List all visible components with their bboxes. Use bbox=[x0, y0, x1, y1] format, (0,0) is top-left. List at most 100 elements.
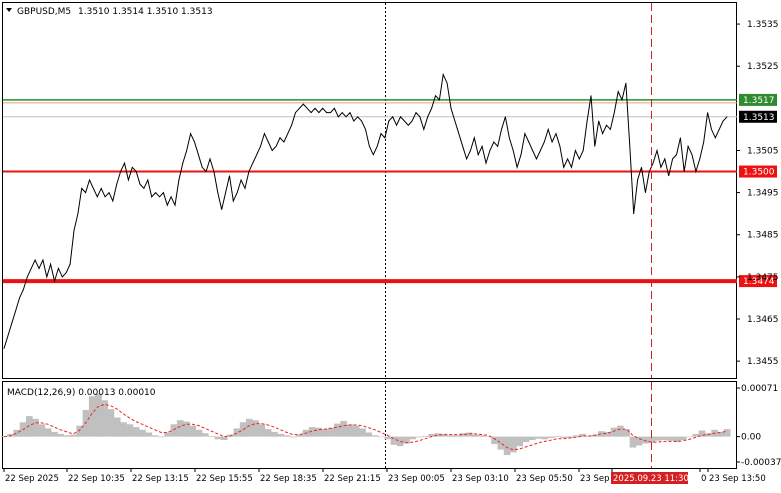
macd-bar bbox=[648, 436, 655, 443]
macd-bar bbox=[139, 429, 146, 437]
price-point bbox=[380, 133, 382, 135]
collapse-triangle-icon[interactable] bbox=[6, 8, 12, 12]
price-point bbox=[431, 107, 432, 109]
macd-bar bbox=[76, 425, 83, 437]
price-point bbox=[299, 107, 300, 109]
price-point bbox=[232, 200, 234, 202]
price-point bbox=[578, 158, 580, 160]
macd-bar bbox=[434, 433, 442, 437]
macd-bar bbox=[491, 436, 498, 445]
price-point bbox=[419, 116, 421, 118]
macd-bar bbox=[321, 429, 329, 437]
price-point bbox=[54, 280, 55, 282]
macd-bar bbox=[283, 435, 291, 437]
macd-bar bbox=[334, 423, 341, 437]
price-point bbox=[3, 348, 5, 349]
price-point bbox=[369, 145, 370, 147]
price-point bbox=[489, 150, 491, 151]
macd-bar bbox=[673, 436, 681, 443]
price-point bbox=[497, 145, 499, 147]
price-point bbox=[699, 158, 701, 160]
price-point bbox=[11, 322, 13, 324]
price-point bbox=[139, 183, 141, 185]
macd-bar bbox=[246, 418, 253, 437]
price-point bbox=[345, 116, 347, 118]
macd-bar bbox=[692, 433, 699, 437]
price-point bbox=[691, 154, 693, 156]
macd-bar bbox=[547, 436, 555, 438]
price-point bbox=[205, 171, 207, 172]
price-point bbox=[676, 154, 677, 156]
price-point bbox=[637, 179, 638, 181]
price-point bbox=[411, 120, 413, 122]
price-point bbox=[505, 116, 506, 118]
price-point bbox=[244, 188, 246, 189]
y-tick-label: 1.3485 bbox=[747, 231, 779, 241]
macd-bar bbox=[485, 436, 492, 438]
price-pane-frame bbox=[2, 2, 737, 379]
price-point bbox=[7, 335, 9, 337]
x-tick-label: 0 bbox=[701, 474, 706, 484]
price-point bbox=[182, 162, 184, 164]
price-point bbox=[427, 116, 429, 118]
price-point bbox=[695, 171, 697, 172]
macd-bar bbox=[679, 436, 687, 440]
x-tick-label: 22 Sep 10:35 bbox=[68, 474, 125, 484]
price-point bbox=[151, 196, 153, 198]
price-point bbox=[610, 129, 611, 130]
price-point bbox=[131, 166, 133, 168]
macd-bar bbox=[264, 429, 272, 437]
price-point bbox=[225, 192, 227, 194]
macd-y-tick-label: 0.00 bbox=[741, 433, 761, 443]
macd-bar bbox=[396, 436, 404, 447]
price-point bbox=[112, 200, 114, 202]
macd-bar bbox=[698, 430, 706, 437]
price-point bbox=[275, 145, 277, 147]
macd-bar bbox=[453, 435, 461, 437]
x-tick-label: 23 Sep 13:50 bbox=[709, 474, 766, 484]
macd-bar bbox=[359, 428, 366, 437]
price-point bbox=[77, 213, 79, 215]
price-point bbox=[283, 141, 285, 143]
macd-bar bbox=[579, 433, 586, 437]
price-point bbox=[322, 107, 324, 109]
price-point bbox=[295, 112, 296, 113]
price-point bbox=[606, 124, 607, 126]
price-point bbox=[458, 133, 460, 135]
price-point bbox=[707, 112, 708, 113]
price-point bbox=[559, 145, 561, 147]
price-point bbox=[714, 137, 716, 139]
last-price-label: 1.3513 bbox=[743, 113, 775, 123]
macd-bar bbox=[195, 429, 203, 437]
y-tick-label: 1.3495 bbox=[747, 189, 779, 199]
price-point bbox=[318, 112, 320, 113]
price-point bbox=[116, 183, 118, 185]
macd-bar bbox=[346, 424, 354, 437]
price-point bbox=[384, 137, 386, 139]
price-point bbox=[664, 158, 666, 160]
macd-bar bbox=[390, 436, 398, 445]
price-point bbox=[302, 103, 304, 105]
price-point bbox=[65, 272, 67, 274]
macd-bar bbox=[497, 436, 505, 450]
price-point bbox=[314, 107, 316, 109]
level-price-label: 1.3500 bbox=[743, 168, 775, 178]
macd-bar bbox=[57, 433, 64, 437]
macd-bar bbox=[554, 436, 561, 437]
macd-bar bbox=[661, 436, 668, 440]
level-price-label: 1.3517 bbox=[743, 96, 775, 106]
price-point bbox=[330, 112, 331, 113]
price-point bbox=[415, 112, 417, 113]
macd-bar bbox=[610, 427, 618, 437]
price-point bbox=[178, 179, 180, 181]
y-tick-label: 1.3535 bbox=[747, 20, 779, 30]
price-point bbox=[722, 120, 724, 122]
price-point bbox=[485, 162, 487, 164]
price-point bbox=[454, 120, 456, 122]
macd-y-tick-label: 0.00071 bbox=[741, 384, 778, 394]
price-point bbox=[543, 141, 545, 143]
price-point bbox=[407, 124, 409, 126]
macd-bar bbox=[7, 433, 14, 437]
price-point bbox=[602, 133, 603, 135]
